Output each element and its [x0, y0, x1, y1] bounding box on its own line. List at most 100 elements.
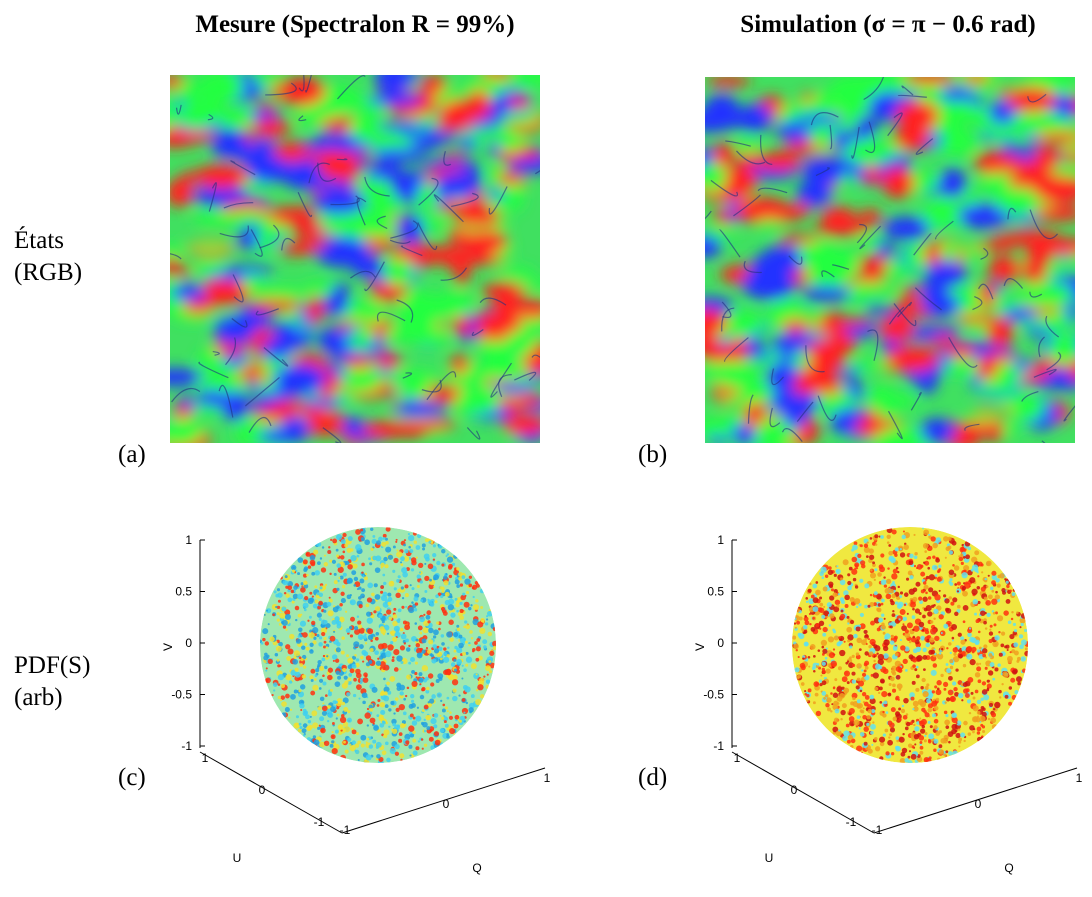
sphere-speckle	[883, 639, 890, 646]
sphere-speckle	[327, 692, 332, 697]
sphere-speckle	[840, 613, 846, 619]
sphere-speckle	[312, 603, 318, 609]
sphere-speckle	[902, 732, 905, 736]
sphere-speckle	[411, 636, 417, 642]
singularity-line	[863, 77, 885, 101]
sphere-speckle	[922, 628, 925, 632]
sphere-speckle	[821, 576, 825, 580]
sphere-speckle	[996, 583, 1001, 588]
sphere-speckle	[910, 636, 917, 643]
sphere-speckle	[277, 683, 281, 686]
sphere-speckle	[930, 536, 936, 542]
speckle	[378, 121, 429, 131]
singularity-line	[856, 223, 867, 244]
sphere	[260, 527, 496, 763]
sphere-speckle	[300, 582, 304, 586]
sphere-speckle	[919, 700, 927, 707]
sphere-speckle	[357, 758, 360, 762]
sphere-speckle	[913, 533, 916, 537]
sphere-speckle	[311, 710, 318, 717]
sphere-speckle	[277, 599, 281, 603]
sphere-speckle	[821, 661, 826, 666]
sphere-speckle	[974, 612, 977, 616]
sphere-speckle	[839, 579, 846, 586]
sphere-speckle	[927, 707, 933, 713]
speckle	[273, 363, 326, 396]
sphere-speckle	[864, 583, 870, 589]
sphere-speckle	[924, 712, 930, 718]
sphere-speckle	[920, 589, 925, 594]
sphere-speckle	[393, 587, 397, 591]
sphere-speckle	[832, 630, 837, 634]
sphere-speckle	[969, 636, 975, 643]
sphere-speckle	[319, 665, 324, 671]
sphere-speckle	[904, 668, 908, 672]
sphere-speckle	[825, 668, 831, 674]
sphere-speckle	[914, 551, 918, 556]
sphere-speckle	[873, 655, 876, 658]
singularity-line	[865, 121, 876, 154]
sphere-speckle	[967, 732, 972, 736]
singularity-line	[433, 194, 464, 223]
sphere-speckle	[949, 578, 953, 582]
sphere-speckle	[415, 715, 422, 722]
sphere-speckle	[945, 750, 949, 754]
sphere-speckle	[367, 582, 374, 589]
sphere-speckle	[403, 555, 410, 562]
sphere-speckle	[943, 623, 949, 629]
sphere-speckle	[343, 707, 349, 713]
sphere-speckle	[891, 529, 897, 535]
sphere-speckle	[1010, 617, 1014, 621]
sphere-speckle	[929, 637, 935, 643]
speckle	[724, 311, 764, 337]
sphere-speckle	[946, 697, 951, 702]
sphere-speckle	[281, 701, 287, 707]
sphere-speckle	[845, 723, 850, 728]
singularity-line	[308, 162, 330, 184]
sphere-speckle	[909, 553, 914, 559]
sphere-speckle	[880, 602, 884, 606]
sphere-speckle	[423, 704, 429, 710]
sphere-speckle	[890, 634, 895, 639]
sphere-speckle	[855, 626, 861, 632]
sphere-speckle	[314, 570, 320, 576]
sphere-speckle	[916, 655, 923, 662]
sphere-speckle	[354, 654, 357, 657]
q-tick-label: -1	[872, 823, 883, 837]
sphere-speckle	[299, 663, 304, 667]
sphere-speckle	[324, 665, 328, 670]
sphere-speckle	[908, 560, 914, 566]
sphere-speckle	[421, 686, 426, 692]
sphere-speckle	[913, 625, 920, 632]
sphere-speckle	[427, 673, 434, 679]
sphere-speckle	[940, 673, 944, 678]
sphere-speckle	[1006, 655, 1013, 662]
singularity-line	[396, 299, 414, 323]
speckle	[181, 93, 201, 105]
sphere-speckle	[265, 669, 268, 672]
singularity-line	[757, 187, 788, 194]
sphere-speckle	[343, 675, 348, 680]
sphere-speckle	[885, 711, 889, 714]
sphere-speckle	[426, 726, 431, 731]
sphere-speckle	[810, 594, 815, 599]
u-axis	[731, 751, 875, 834]
singularity-line	[255, 308, 279, 316]
sphere-speckle	[369, 708, 373, 712]
sphere-speckle	[855, 652, 860, 656]
sphere-speckle	[465, 656, 473, 663]
sphere-speckle	[840, 609, 844, 613]
sphere-speckle	[931, 564, 938, 571]
sphere-speckle	[382, 573, 386, 577]
sphere-speckle	[839, 649, 846, 657]
sphere-speckle	[353, 576, 359, 582]
sphere-speckle	[366, 707, 370, 711]
sphere-speckle	[822, 626, 828, 633]
sphere-speckle	[966, 699, 972, 704]
sphere-speckle	[412, 716, 416, 720]
sphere-speckle	[486, 615, 489, 618]
sphere-speckle	[321, 631, 326, 637]
speckle	[705, 418, 738, 436]
sphere-speckle	[886, 527, 893, 534]
sphere-speckle	[883, 576, 886, 579]
